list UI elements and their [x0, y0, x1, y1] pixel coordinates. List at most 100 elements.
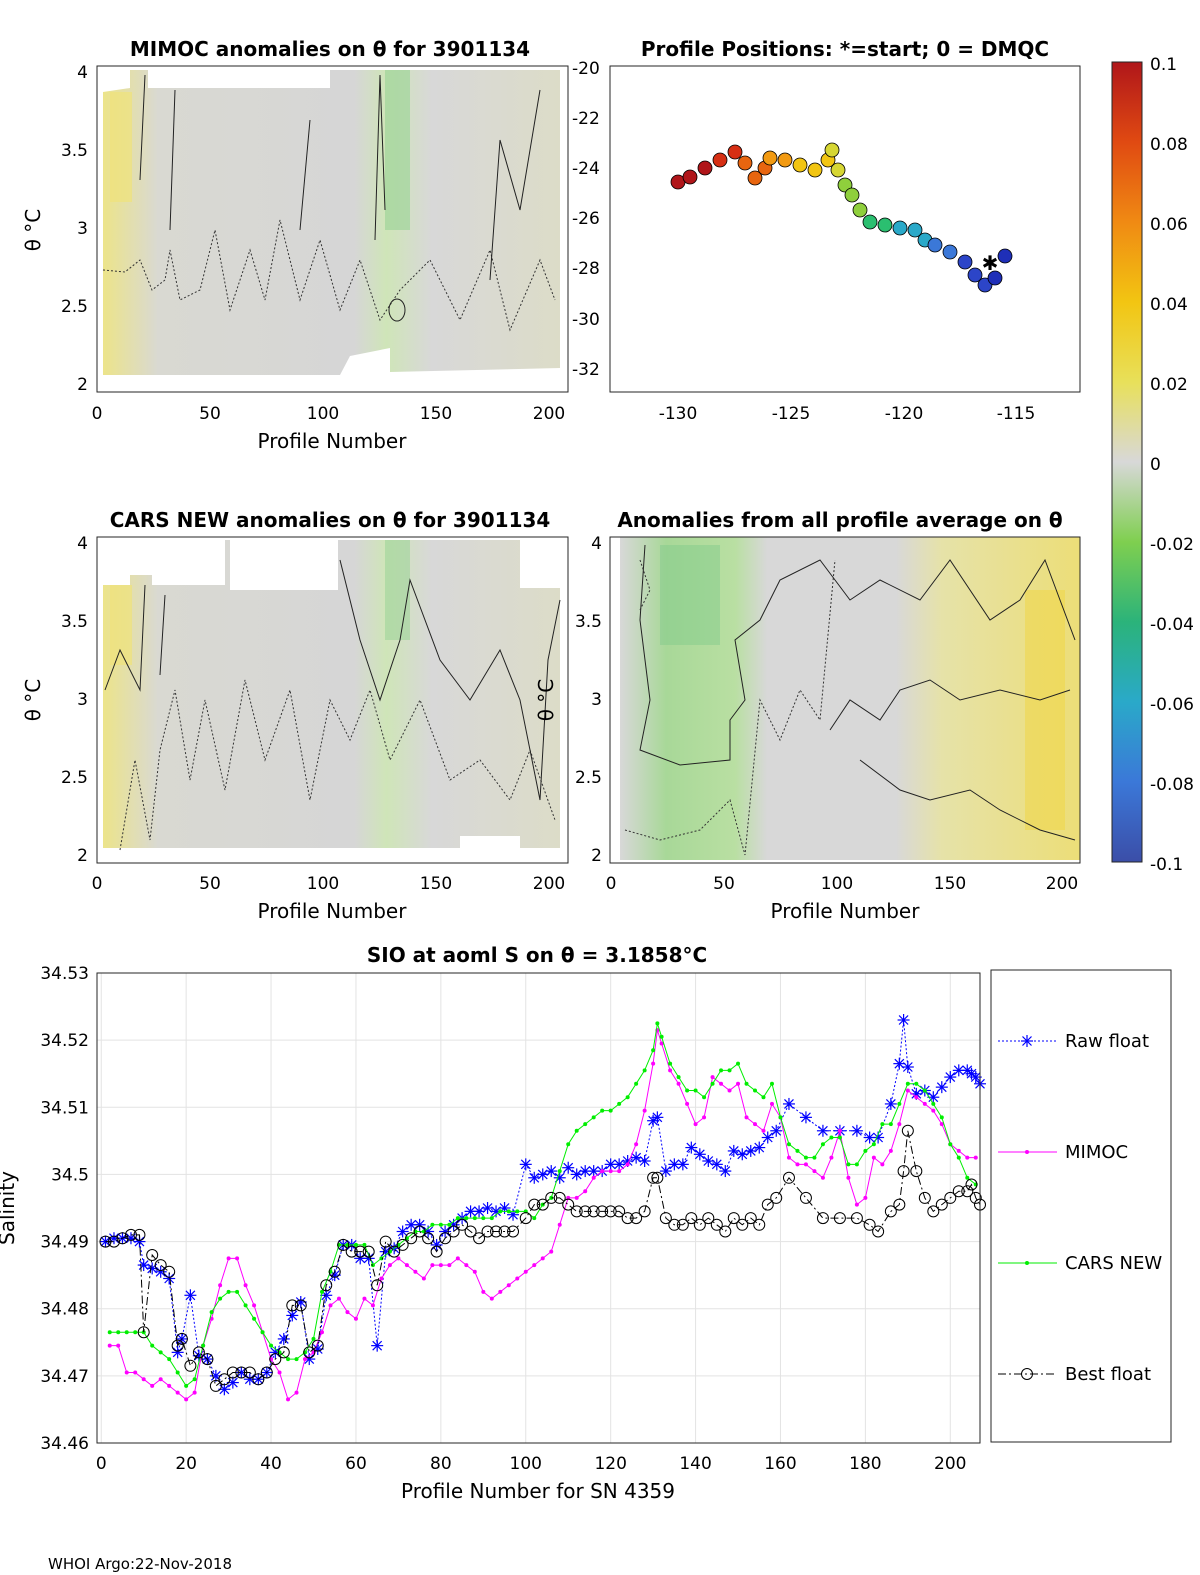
data-point-mimoc — [235, 1256, 240, 1261]
marker-stroke — [669, 1159, 680, 1170]
data-point-cars-new — [311, 1336, 316, 1341]
data-point-cars-new — [124, 1330, 129, 1335]
data-point-best-float — [311, 1339, 324, 1352]
xtick: -120 — [885, 404, 924, 424]
marker-stroke — [686, 1142, 697, 1153]
salinity-xtick: 200 — [934, 1454, 966, 1474]
data-point-mimoc — [574, 1195, 579, 1200]
data-point-raw-float — [884, 1097, 897, 1110]
marker-stroke — [694, 1149, 705, 1160]
data-point-cars-new — [319, 1289, 324, 1294]
data-point-best-float — [893, 1198, 906, 1211]
data-point-mimoc — [404, 1263, 409, 1268]
legend-item-best-float: Best float — [998, 1364, 1151, 1385]
data-point-cars-new — [659, 1034, 664, 1039]
data-point-best-float — [137, 1326, 150, 1339]
mimoc-green-patch — [385, 70, 410, 230]
data-point-cars-new — [761, 1095, 766, 1100]
data-point-raw-float — [545, 1165, 558, 1178]
data-point-mimoc — [736, 1081, 741, 1086]
data-point-best-float — [596, 1205, 609, 1218]
data-point-mimoc — [294, 1390, 299, 1395]
colorbar: 0.1 0.08 0.06 0.04 0.02 0 -0.02 -0.04 -0… — [1111, 55, 1194, 875]
ytick: -30 — [572, 310, 600, 330]
data-point-cars-new — [175, 1370, 180, 1375]
data-point-best-float — [719, 1225, 732, 1238]
ytick: 2 — [77, 375, 88, 395]
data-point-mimoc — [769, 1101, 774, 1106]
data-point-mimoc — [829, 1155, 834, 1160]
marker-stroke — [754, 1142, 765, 1153]
colorbar-tick: 0 — [1150, 455, 1161, 475]
data-point-best-float — [192, 1346, 205, 1359]
mimoc-xlabel: Profile Number — [258, 429, 408, 453]
xtick: 150 — [420, 874, 452, 894]
data-point-cars-new — [430, 1222, 435, 1227]
panel-positions: Profile Positions: *=start; 0 = DMQC ✱ -… — [572, 37, 1081, 424]
data-point-cars-new — [116, 1330, 121, 1335]
panel-mimoc-title: MIMOC anomalies on θ for 3901134 — [130, 37, 530, 61]
data-point-cars-new — [481, 1216, 486, 1221]
marker-stroke — [639, 1156, 650, 1166]
data-point-raw-float — [413, 1218, 426, 1231]
data-point-cars-new — [489, 1216, 494, 1221]
data-point-raw-float — [685, 1141, 698, 1154]
legend-marker — [1025, 1150, 1029, 1154]
data-point-best-float — [124, 1228, 137, 1241]
start-marker: ✱ — [982, 251, 999, 275]
data-point-raw-float — [613, 1158, 626, 1171]
data-point-best-float — [528, 1198, 541, 1211]
data-point-best-float — [226, 1366, 239, 1379]
position-marker — [907, 222, 923, 238]
data-point-best-float — [935, 1198, 948, 1211]
data-point-best-float — [337, 1238, 350, 1251]
colorbar-tick: -0.1 — [1150, 855, 1183, 875]
data-point-best-float — [260, 1366, 273, 1379]
data-point-best-float — [154, 1259, 167, 1272]
data-point-mimoc — [472, 1269, 477, 1274]
data-point-best-float — [570, 1205, 583, 1218]
data-point-best-float — [413, 1225, 426, 1238]
mimoc-axes-box — [96, 65, 569, 393]
marker-stroke — [172, 1347, 183, 1358]
salinity-ytick: 34.52 — [40, 1031, 89, 1051]
data-point-best-float — [647, 1171, 660, 1184]
salinity-xtick: 100 — [510, 1454, 542, 1474]
data-point-raw-float — [927, 1091, 940, 1104]
data-point-raw-float — [702, 1155, 715, 1167]
marker-stroke — [677, 1159, 688, 1170]
cars-ylabel: θ °C — [21, 679, 45, 722]
data-point-cars-new — [846, 1162, 851, 1167]
marker-stroke — [355, 1253, 366, 1264]
data-point-mimoc — [133, 1370, 138, 1375]
salinity-ytick: 34.5 — [51, 1165, 89, 1185]
marker-stroke — [134, 1236, 145, 1247]
position-marker — [892, 220, 908, 236]
ytick: 3 — [77, 690, 88, 710]
data-point-cars-new — [472, 1216, 477, 1221]
data-point-cars-new — [498, 1209, 503, 1214]
position-track — [670, 142, 1013, 293]
salinity-xtick: 160 — [764, 1454, 796, 1474]
data-point-raw-float — [901, 1061, 914, 1073]
data-point-cars-new — [897, 1101, 902, 1106]
data-point-best-float — [422, 1232, 435, 1245]
mimoc-xticks: 0 50 100 150 200 — [92, 404, 566, 424]
data-point-best-float — [901, 1124, 914, 1137]
marker-stroke — [210, 1370, 221, 1381]
mimoc-yellow-patch — [110, 92, 132, 202]
allavg-solid-contour — [639, 544, 1076, 766]
data-point-cars-new — [803, 1155, 808, 1160]
ytick: 2.5 — [61, 297, 88, 317]
data-point-best-float — [685, 1212, 698, 1225]
data-point-best-float — [163, 1265, 176, 1278]
data-point-cars-new — [880, 1122, 885, 1127]
xtick: 200 — [533, 874, 565, 894]
data-point-cars-new — [812, 1155, 817, 1160]
data-point-best-float — [286, 1299, 299, 1312]
position-marker — [852, 202, 868, 218]
marker-stroke — [762, 1132, 773, 1143]
data-point-best-float — [107, 1235, 120, 1248]
data-point-cars-new — [888, 1122, 893, 1127]
marker-stroke — [448, 1219, 459, 1230]
